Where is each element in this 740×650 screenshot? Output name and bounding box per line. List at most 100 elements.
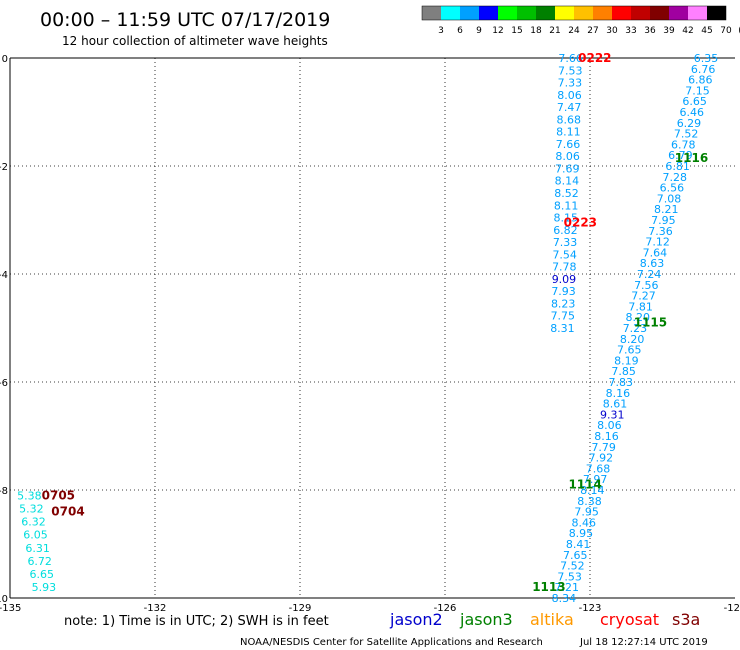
wave-height-value: 7.36 xyxy=(648,225,673,238)
x-tick-label: -129 xyxy=(289,603,312,614)
legend-item-cryosat: cryosat xyxy=(600,610,659,629)
colorbar-label: 33 xyxy=(625,26,636,36)
pass-label: 1114 xyxy=(568,478,601,492)
colorbar-swatch xyxy=(555,6,574,20)
wave-height-value: 5.38 xyxy=(17,489,42,502)
colorbar-label: 42 xyxy=(682,26,693,36)
wave-height-value: 8.95 xyxy=(569,527,594,540)
wave-height-value: 8.11 xyxy=(554,199,579,212)
colorbar-label: 45 xyxy=(701,26,712,36)
wave-height-value: 8.20 xyxy=(620,333,645,346)
wave-height-value: 9.31 xyxy=(600,408,625,421)
wave-height-value: 6.46 xyxy=(680,106,705,119)
wave-height-value: 7.65 xyxy=(617,344,642,357)
colorbar-swatch xyxy=(631,6,650,20)
colorbar-swatch xyxy=(441,6,460,20)
wave-height-value: 8.61 xyxy=(603,398,628,411)
colorbar-label: 24 xyxy=(568,26,580,36)
wave-height-value: 7.93 xyxy=(551,285,576,298)
colorbar-label: 12 xyxy=(492,26,503,36)
y-tick-label: -8 xyxy=(0,486,8,497)
wave-height-value: 8.06 xyxy=(557,89,582,102)
wave-height-value: 7.66 xyxy=(558,52,583,65)
wave-height-value: 8.38 xyxy=(577,495,602,508)
wave-height-value: 7.95 xyxy=(651,214,676,227)
wave-height-value: 5.93 xyxy=(32,581,57,594)
wave-height-value: 8.23 xyxy=(551,297,576,310)
wave-height-value: 6.82 xyxy=(553,224,578,237)
wave-height-value: 8.68 xyxy=(557,113,582,126)
wave-height-value: 8.31 xyxy=(550,322,575,335)
wave-height-value: 8.16 xyxy=(606,387,631,400)
wave-height-value: 7.52 xyxy=(674,128,699,141)
chart-title: 00:00 – 11:59 UTC 07/17/2019 xyxy=(40,9,330,31)
wave-height-value: 7.69 xyxy=(555,162,580,175)
pass-label: 1116 xyxy=(675,151,708,165)
wave-height-value: 7.21 xyxy=(554,581,579,594)
wave-height-value: 7.81 xyxy=(628,300,653,313)
colorbar-label: 9 xyxy=(476,26,482,36)
wave-height-value: 6.86 xyxy=(688,74,713,87)
wave-height-value: 7.79 xyxy=(591,441,616,454)
wave-height-value: 7.64 xyxy=(643,246,668,259)
x-tick-label: -126 xyxy=(434,603,457,614)
colorbar-label: 30 xyxy=(606,26,618,36)
colorbar-swatch xyxy=(422,6,441,20)
colorbar-label: 70 xyxy=(720,26,732,36)
axis-ticks: -135 -132 -129 -126 -123 -120 0 -2 -4 -6 -8 -10 xyxy=(0,54,740,614)
colorbar-label: 27 xyxy=(587,26,598,36)
wave-height-value: 6.76 xyxy=(691,63,716,76)
wave-height-value: 6.65 xyxy=(30,568,55,581)
footer-credit: NOAA/NESDIS Center for Satellite Applica… xyxy=(240,637,543,648)
wave-height-value: 8.14 xyxy=(580,484,605,497)
wave-height-value: 6.79 xyxy=(668,149,693,162)
colorbar-swatch xyxy=(593,6,612,20)
wave-height-value: 8.41 xyxy=(566,538,591,551)
wave-height-value: 6.31 xyxy=(25,542,50,555)
wave-height-value: 7.53 xyxy=(558,64,583,77)
footer-note: note: 1) Time is in UTC; 2) SWH is in fe… xyxy=(64,614,329,629)
colorbar-swatch xyxy=(574,6,593,20)
wave-height-value: 7.97 xyxy=(583,473,608,486)
y-tick-label: -4 xyxy=(0,270,8,281)
wave-height-value: 8.14 xyxy=(555,175,580,188)
footer-timestamp: Jul 18 12:27:14 UTC 2019 xyxy=(579,637,708,648)
wave-height-value: 6.78 xyxy=(671,138,696,151)
wave-height-value: 7.33 xyxy=(558,77,583,90)
wave-height-value: 7.68 xyxy=(586,462,611,475)
wave-height-value: 7.24 xyxy=(637,268,662,281)
wave-height-value: 7.12 xyxy=(645,236,670,249)
wave-height-value: 6.29 xyxy=(677,117,702,130)
legend-item-jason3: jason3 xyxy=(459,610,513,629)
wave-height-value: 6.81 xyxy=(665,160,690,173)
wave-height-value: 6.56 xyxy=(660,182,685,195)
colorbar-label: 3 xyxy=(438,26,444,36)
wave-height-value: 7.27 xyxy=(631,290,656,303)
pass-label: 1113 xyxy=(532,580,565,594)
wave-height-value: 7.83 xyxy=(608,376,633,389)
wave-height-value: 7.53 xyxy=(557,570,582,583)
legend-item-altika: altika xyxy=(530,610,574,629)
colorbar-swatch xyxy=(536,6,555,20)
pass-label: 0222 xyxy=(578,51,611,65)
colorbar-label: 39 xyxy=(663,26,675,36)
pass-labels: 0222 0223 1116 1115 1114 1113 0705 0704 xyxy=(42,51,709,594)
colorbar-label: 6 xyxy=(457,26,463,36)
pass-label: 0223 xyxy=(564,216,597,230)
wave-height-value: 7.54 xyxy=(552,248,577,261)
wave-height-value: 9.09 xyxy=(552,273,577,286)
wave-height-value: 8.19 xyxy=(614,354,639,367)
wave-height-value: 7.23 xyxy=(623,322,648,335)
colorbar-swatch xyxy=(517,6,536,20)
legend-item-s3a: s3a xyxy=(672,610,700,629)
colorbar-swatch xyxy=(688,6,707,20)
wave-height-value: 7.92 xyxy=(589,452,614,465)
wave-height-value: 7.08 xyxy=(657,192,682,205)
wave-height-value: 7.47 xyxy=(557,101,582,114)
pass-label: 0704 xyxy=(51,505,84,519)
wave-height-value: 8.11 xyxy=(556,126,581,139)
wave-height-value: 6.05 xyxy=(23,529,48,542)
chart-subtitle: 12 hour collection of altimeter wave hei… xyxy=(62,34,328,48)
wave-height-value: 8.20 xyxy=(626,311,651,324)
